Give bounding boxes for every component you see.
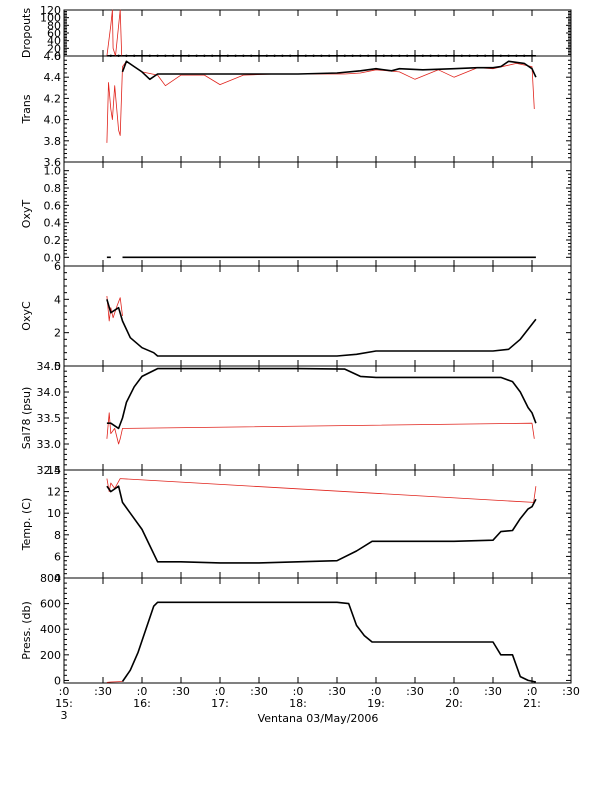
x-tick-label: :0 <box>215 685 226 698</box>
series-line-raw <box>106 60 535 143</box>
y-tick-label: 6 <box>54 260 61 273</box>
x-tick-label: :30 <box>484 685 502 698</box>
x-tick-label: :0 <box>527 685 538 698</box>
x-tick-label: :30 <box>250 685 268 698</box>
y-tick-label: 0 <box>54 50 61 63</box>
panel-temp-c: 4 6 8 10 12 14 Temp. (C) <box>20 464 572 585</box>
series-line-data <box>121 601 537 683</box>
y-tick-label: 4 <box>54 293 61 306</box>
panel-frame <box>63 161 572 267</box>
y-tick-label: 6 <box>54 550 61 563</box>
chart-panels: 020406080100120Dropouts3.63.84.04.24.44.… <box>20 4 572 687</box>
y-tick-label: 12 <box>47 486 61 499</box>
y-tick-label: 60 <box>47 27 61 40</box>
y-tick-label: 0.8 <box>44 182 62 195</box>
y-tick-label: 32.5 <box>37 464 62 477</box>
panel-trans: 3.6 3.8 4.0 4.2 4.4 4.6 Trans <box>20 50 572 169</box>
panel-frame <box>63 577 572 684</box>
y-tick-label: 0 <box>54 674 61 687</box>
panel-sal78-psu: 32.5 33.0 33.5 34.0 34.5 Sal78 (psu) <box>20 360 572 477</box>
y-tick-label: 100 <box>40 12 61 25</box>
y-tick-label: 3.6 <box>44 156 62 169</box>
x-tick-label: :30 <box>328 685 346 698</box>
y-tick-label: 10 <box>47 507 61 520</box>
x-tick-label: :0 <box>59 685 70 698</box>
y-tick-label: 800 <box>40 572 61 585</box>
panel-frame <box>63 365 572 471</box>
y-tick-label: 1.0 <box>44 165 62 178</box>
y-tick-label: 0.0 <box>44 251 62 264</box>
x-axis-title: Ventana 03/May/2006 <box>258 712 379 725</box>
y-tick-label: 200 <box>40 649 61 662</box>
y-tick-label: 34.0 <box>37 386 62 399</box>
y-tick-label: 3.8 <box>44 135 62 148</box>
y-tick-label: 40 <box>47 35 61 48</box>
panel-press-db: 0 200 400 600 800 Press. (db) <box>20 572 572 687</box>
x-tick-label: :30 <box>562 685 580 698</box>
series-line-raw <box>106 9 123 57</box>
x-tick-label: :30 <box>94 685 112 698</box>
series-line-data <box>106 299 537 357</box>
x-tick-hour-label: 18: <box>289 697 307 710</box>
y-tick-label: 33.0 <box>37 438 62 451</box>
y-tick-label: 4.6 <box>44 50 62 63</box>
y-tick-label: 4.4 <box>44 71 62 84</box>
y-axis-title: Dropouts <box>20 8 33 58</box>
x-tick-label: :0 <box>371 685 382 698</box>
x-tick-hour-label: 15: <box>55 697 73 710</box>
y-tick-label: 4.0 <box>44 114 62 127</box>
y-tick-label: 0 <box>54 360 61 373</box>
series-line-raw <box>106 412 535 445</box>
x-tick-label: :0 <box>293 685 304 698</box>
x-tick-label: :30 <box>172 685 190 698</box>
y-tick-label: 80 <box>47 19 61 32</box>
y-tick-label: 120 <box>40 4 61 17</box>
series-line-data <box>121 60 537 81</box>
y-tick-label: 0.6 <box>44 199 62 212</box>
x-tick-extra-label: 3 <box>61 709 68 722</box>
y-tick-label: 2 <box>54 327 61 340</box>
series-line-raw <box>106 295 123 322</box>
x-tick-hour-label: 17: <box>211 697 229 710</box>
panel-oxyt: 0.0 0.2 0.4 0.6 0.8 1.0 OxyT <box>20 161 572 267</box>
y-tick-label: 0.2 <box>44 234 62 247</box>
y-tick-label: 8 <box>54 529 61 542</box>
series-line-raw <box>106 478 537 503</box>
panel-oxyc: 0 2 4 6 OxyC <box>20 260 572 373</box>
panel-frame <box>63 55 572 163</box>
y-tick-label: 33.5 <box>37 412 62 425</box>
y-tick-label: 4 <box>54 572 61 585</box>
x-tick-hour-label: 20: <box>445 697 463 710</box>
time-axis: :015:3:30:016::30:017::30:018::30:019::3… <box>55 685 580 722</box>
y-axis-title: Temp. (C) <box>20 498 33 552</box>
series-line-raw <box>106 681 123 683</box>
y-tick-label: 20 <box>47 42 61 55</box>
y-axis-title: Sal78 (psu) <box>20 387 33 450</box>
x-tick-label: :30 <box>406 685 424 698</box>
y-axis-title: OxyC <box>20 301 33 331</box>
y-tick-label: 400 <box>40 623 61 636</box>
y-tick-label: 0.4 <box>44 217 62 230</box>
y-axis-title: Trans <box>20 94 33 124</box>
y-axis-title: OxyT <box>20 200 33 229</box>
x-tick-hour-label: 19: <box>367 697 385 710</box>
x-tick-hour-label: 21: <box>523 697 541 710</box>
y-tick-label: 4.2 <box>44 92 62 105</box>
x-tick-hour-label: 16: <box>133 697 151 710</box>
y-tick-label: 34.5 <box>37 360 62 373</box>
y-tick-label: 600 <box>40 598 61 611</box>
y-axis-title: Press. (db) <box>20 601 33 660</box>
series-line-data <box>106 367 537 430</box>
x-tick-label: :0 <box>137 685 148 698</box>
panel-frame <box>63 9 572 57</box>
y-tick-label: 14 <box>47 464 61 477</box>
x-tick-label: :0 <box>449 685 460 698</box>
series-line-data <box>106 485 537 564</box>
